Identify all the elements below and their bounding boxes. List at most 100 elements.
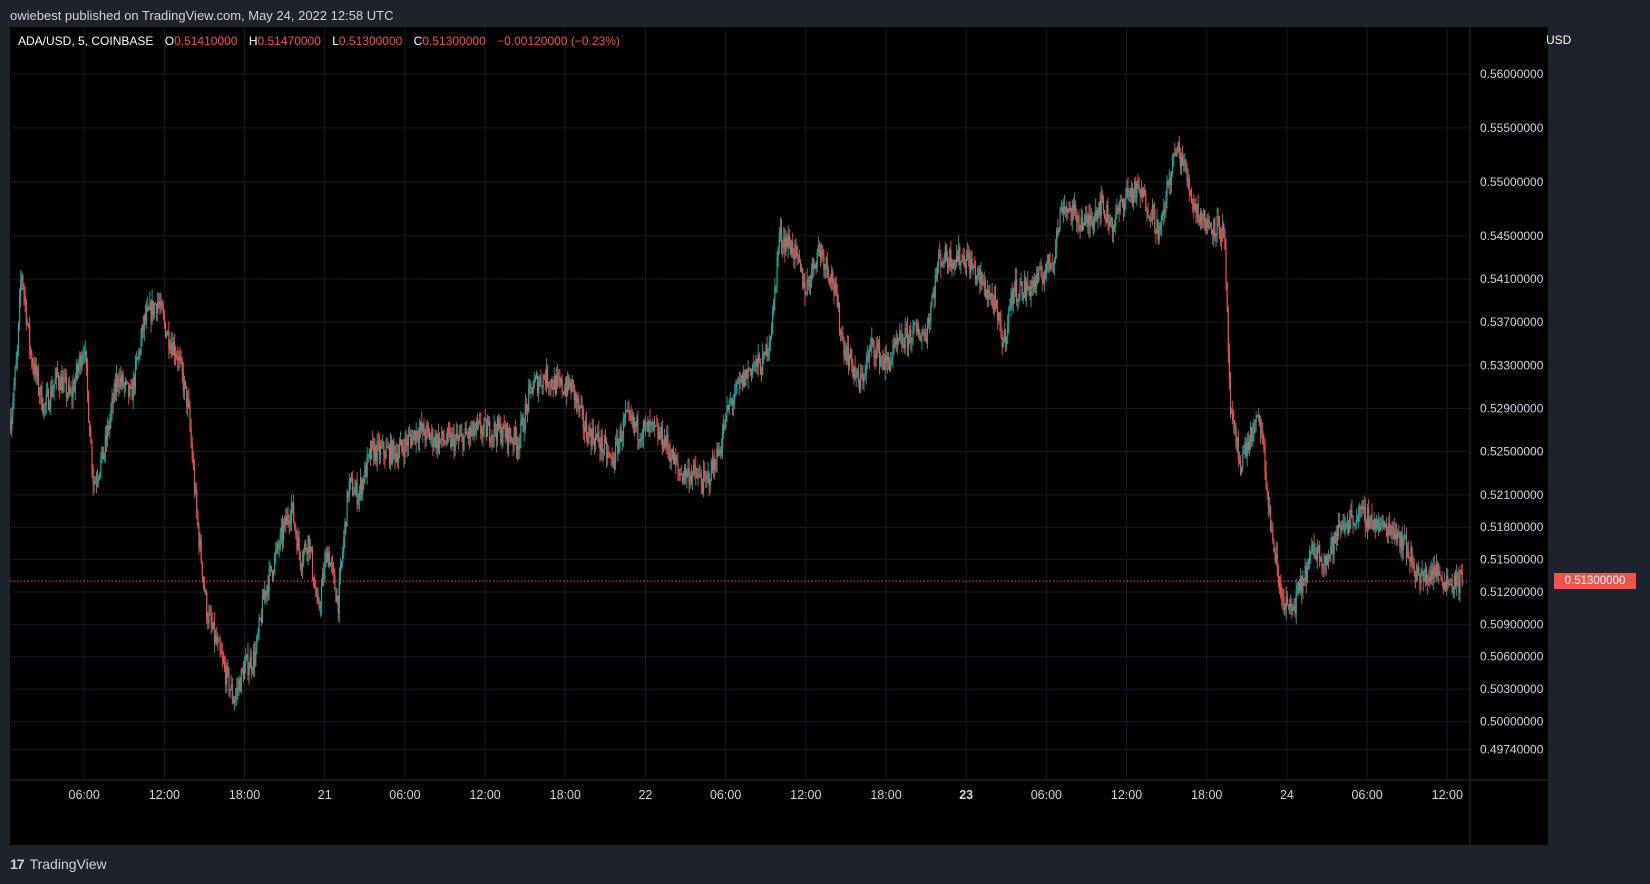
candle-body xyxy=(1254,422,1256,424)
candle-body xyxy=(1237,437,1239,459)
candle-body xyxy=(296,534,298,550)
candle-body xyxy=(671,449,673,459)
y-tick-label: 0.51500000 xyxy=(1480,553,1544,567)
candle-body xyxy=(1033,280,1036,288)
candle-body xyxy=(317,595,319,603)
candle-body xyxy=(1311,544,1313,552)
candle-body xyxy=(1048,254,1050,262)
candle-body xyxy=(1102,201,1105,210)
candle-body xyxy=(455,433,457,439)
candle-body xyxy=(255,650,257,666)
candle-body xyxy=(61,376,63,393)
candle-body xyxy=(230,684,232,690)
candle-body xyxy=(1151,204,1154,220)
candle-body xyxy=(295,527,297,535)
candle-body xyxy=(646,421,648,425)
x-tick-label: 06:00 xyxy=(1351,788,1382,802)
candle-body xyxy=(285,517,287,525)
candle-body xyxy=(105,435,108,441)
candle-body xyxy=(483,419,485,428)
candle-body xyxy=(946,259,949,264)
candle-body xyxy=(394,448,396,460)
candle-body xyxy=(30,348,32,355)
y-tick-label: 0.49740000 xyxy=(1480,742,1544,756)
candle-body xyxy=(125,381,128,382)
candle-body xyxy=(78,365,80,372)
candle-body xyxy=(131,386,133,401)
candle-body xyxy=(1011,291,1013,305)
candle-body xyxy=(1136,183,1138,198)
candle-body xyxy=(82,354,84,360)
candle-body xyxy=(173,342,176,356)
candle-body xyxy=(1140,188,1142,197)
candle-body xyxy=(506,424,509,447)
candle-body xyxy=(1402,538,1404,551)
x-tick-label: 12:00 xyxy=(149,788,180,802)
candle-body xyxy=(1206,219,1208,234)
candle-body xyxy=(1282,596,1284,600)
candle-body xyxy=(536,375,539,394)
candle-body xyxy=(758,354,760,362)
candle-body xyxy=(150,302,152,322)
candle-body xyxy=(183,381,186,391)
y-tick-label: 0.52100000 xyxy=(1480,488,1544,502)
candle-body xyxy=(1066,210,1068,213)
candle-body xyxy=(1301,575,1303,593)
candle-body xyxy=(1320,557,1322,562)
candle-body xyxy=(1296,585,1298,590)
candle-body xyxy=(385,446,387,459)
x-tick-label: 18:00 xyxy=(550,788,581,802)
candle-body xyxy=(529,384,531,389)
candle-body xyxy=(106,425,109,441)
candle-body xyxy=(56,369,59,375)
candle-body xyxy=(287,515,289,521)
candle-body xyxy=(1434,574,1437,576)
candle-body xyxy=(600,435,602,451)
candle-body xyxy=(728,402,730,410)
candle-body xyxy=(829,281,832,283)
candle-body xyxy=(666,434,668,446)
candle-body xyxy=(1244,442,1246,452)
candle-body xyxy=(603,438,606,452)
candle-body xyxy=(1170,171,1173,186)
candle-body xyxy=(1403,536,1405,539)
footer-brand[interactable]: 17 TradingView xyxy=(10,856,107,872)
candle-body xyxy=(201,562,203,578)
candle-body xyxy=(887,355,890,363)
candle-body xyxy=(1146,210,1148,212)
candle-body xyxy=(246,654,248,659)
candle-body xyxy=(494,423,496,433)
candle-body xyxy=(837,302,839,307)
candle-body xyxy=(1360,507,1362,509)
candle-body xyxy=(1037,272,1039,282)
candle-body xyxy=(349,477,352,481)
candle-body xyxy=(178,356,180,361)
candle-body xyxy=(659,431,661,439)
candle-body xyxy=(718,450,720,456)
candle-body xyxy=(1332,537,1334,555)
candle-body xyxy=(115,376,118,393)
candle-body xyxy=(747,369,749,378)
candle-body xyxy=(1450,583,1452,585)
candle-body xyxy=(727,405,729,410)
candle-body xyxy=(1404,535,1406,537)
candle-body xyxy=(1335,532,1337,544)
price-chart[interactable]: 0.56000000 0.55500000 0.55000000 0.54500000… xyxy=(10,27,1548,845)
candle-body xyxy=(1414,576,1417,581)
candle-body xyxy=(962,255,964,257)
candle-body xyxy=(678,469,680,474)
candle-body xyxy=(59,384,61,391)
candle-body xyxy=(315,587,317,596)
candle-body xyxy=(98,477,100,481)
candle-body xyxy=(1022,294,1024,300)
candle-body xyxy=(240,669,242,692)
candle-body xyxy=(751,366,754,376)
candle-body xyxy=(1342,522,1344,526)
chart-area[interactable]: 0.56000000 0.55500000 0.55000000 0.54500000… xyxy=(10,27,1548,845)
candle-body xyxy=(134,361,137,388)
candle-body xyxy=(1056,229,1058,248)
candle-body xyxy=(406,442,408,447)
candle-body xyxy=(1421,571,1423,575)
candle-body xyxy=(1264,448,1266,473)
x-tick-label: 12:00 xyxy=(1111,788,1142,802)
